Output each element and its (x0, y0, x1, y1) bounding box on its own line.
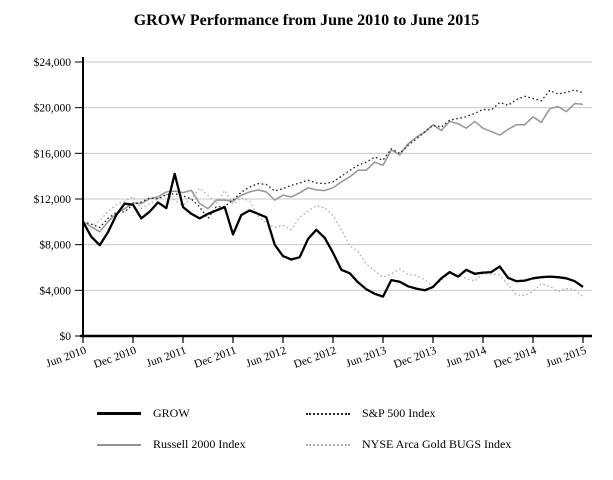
x-axis-label: Jun 2011 (145, 344, 188, 370)
x-axis-label: Jun 2015 (545, 344, 589, 370)
grow-line-swatch (97, 412, 141, 415)
sp500-line-swatch (306, 412, 350, 415)
x-axis-label: Dec 2013 (392, 344, 438, 371)
legend-label-russell: Russell 2000 Index (153, 437, 246, 451)
legend-label-gold-bugs: NYSE Arca Gold BUGS Index (362, 437, 512, 451)
y-axis-label: $8,000 (39, 239, 71, 252)
y-axis-label: $16,000 (34, 147, 72, 160)
x-axis-label: Dec 2011 (193, 344, 239, 370)
legend-label-sp500: S&P 500 Index (362, 406, 436, 420)
series-line-grow (81, 172, 584, 298)
legend-label-grow: GROW (153, 406, 190, 420)
legend-item-sp500: S&P 500 Index (306, 406, 436, 421)
legend-item-grow: GROW (97, 406, 190, 421)
x-axis-label: Jun 2014 (445, 344, 489, 370)
x-axis-label: Dec 2014 (492, 344, 538, 371)
series-line-s-p-500-index (82, 89, 584, 229)
y-axis-label: $20,000 (34, 102, 72, 115)
x-axis-label: Jun 2010 (45, 344, 89, 370)
gold-bugs-line-swatch (306, 443, 350, 446)
y-axis-label: $4,000 (39, 284, 71, 297)
y-axis-label: $12,000 (34, 193, 72, 206)
x-axis-label: Jun 2012 (245, 344, 289, 370)
x-axis-label: Jun 2013 (345, 344, 389, 370)
russell-line-swatch (97, 443, 141, 446)
x-axis-label: Dec 2010 (92, 344, 138, 371)
x-axis-label: Dec 2012 (292, 344, 338, 371)
series-line-nyse-arca-gold-bugs-index (82, 187, 584, 298)
y-axis-label: $24,000 (34, 56, 72, 69)
legend-item-gold-bugs: NYSE Arca Gold BUGS Index (306, 437, 511, 452)
legend-item-russell: Russell 2000 Index (97, 437, 246, 452)
y-axis-label: $0 (60, 330, 72, 343)
series-line-russell-2000-index (82, 102, 584, 233)
chart-title: GROW Performance from June 2010 to June … (133, 12, 480, 29)
